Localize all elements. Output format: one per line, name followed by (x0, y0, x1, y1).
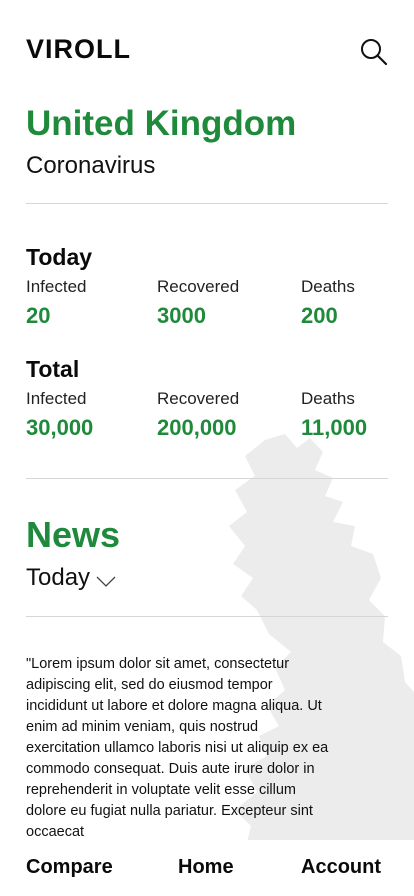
today-recovered-value: 3000 (157, 303, 206, 328)
nav-compare[interactable]: Compare (26, 856, 113, 878)
chevron-down-icon (96, 576, 116, 587)
total-recovered-label: Recovered (157, 389, 240, 408)
total-deaths-label: Deaths (301, 389, 355, 408)
search-button[interactable] (358, 36, 390, 68)
app-logo: VIROLL (26, 34, 131, 64)
total-deaths-value: 11,000 (301, 415, 368, 440)
total-section-title: Total (26, 356, 80, 382)
news-date-filter[interactable]: Today (26, 564, 116, 592)
divider (26, 616, 388, 617)
nav-home[interactable]: Home (178, 856, 234, 878)
today-infected-value: 20 (26, 303, 51, 328)
today-deaths-label: Deaths (301, 277, 355, 296)
news-article-text[interactable]: "Lorem ipsum dolor sit amet, consectetur… (26, 656, 329, 838)
bottom-nav: Compare Home Account (0, 840, 414, 896)
search-icon (361, 39, 388, 66)
total-infected-label: Infected (26, 389, 87, 408)
divider (26, 478, 388, 479)
total-infected-value: 30,000 (26, 415, 94, 440)
today-section-title: Today (26, 244, 93, 270)
news-title: News (26, 514, 121, 555)
total-recovered-value: 200,000 (157, 415, 237, 440)
nav-account[interactable]: Account (301, 856, 381, 878)
news-filter-label: Today (26, 564, 91, 591)
page-subtitle: Coronavirus (26, 152, 156, 179)
country-title[interactable]: United Kingdom (26, 104, 297, 143)
uk-map-silhouette (229, 434, 414, 850)
today-deaths-value: 200 (301, 303, 338, 328)
today-infected-label: Infected (26, 277, 87, 296)
today-recovered-label: Recovered (157, 277, 240, 296)
divider (26, 203, 388, 204)
